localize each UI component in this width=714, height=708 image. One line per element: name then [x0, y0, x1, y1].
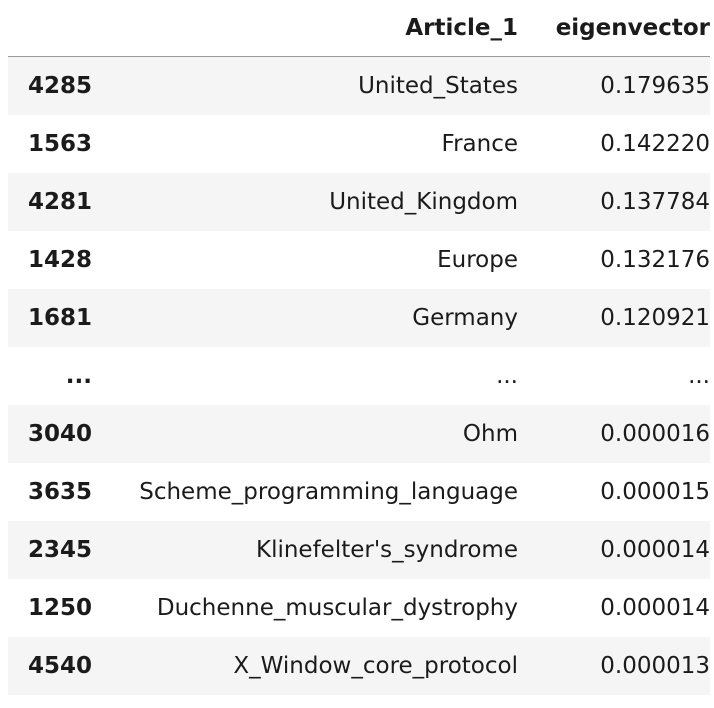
- eigenvector-cell: 0.000013: [600, 653, 710, 679]
- row-index: 1681: [27, 305, 92, 331]
- row-index: 4285: [27, 73, 92, 99]
- eigenvector-cell: 0.179635: [600, 73, 710, 99]
- header-row: Article_1 eigenvector: [8, 0, 710, 57]
- article-cell: Ohm: [462, 421, 518, 447]
- article-cell: Klinefelter's_syndrome: [255, 537, 518, 563]
- eigenvector-cell: 0.142220: [600, 131, 710, 157]
- article-cell: Europe: [437, 247, 518, 273]
- table-row: 4285 United_States 0.179635: [8, 56, 710, 115]
- table-row: 2345 Klinefelter's_syndrome 0.000014: [8, 521, 710, 579]
- row-index: 4540: [27, 653, 92, 679]
- eigenvector-cell: 0.137784: [600, 189, 710, 215]
- dataframe-output: Article_1 eigenvector 4285 United_States…: [8, 0, 710, 695]
- article-cell: France: [441, 131, 518, 157]
- eigenvector-cell: 0.132176: [600, 247, 710, 273]
- article-cell: United_States: [358, 73, 518, 99]
- eigenvector-cell: 0.000014: [600, 537, 710, 563]
- row-index: 1250: [27, 595, 92, 621]
- row-index: 1563: [27, 131, 92, 157]
- eigenvector-cell: ...: [688, 363, 710, 389]
- table-body: 4285 United_States 0.179635 1563 France …: [8, 56, 710, 695]
- table-row: 3040 Ohm 0.000016: [8, 405, 710, 463]
- article-cell: Duchenne_muscular_dystrophy: [156, 595, 518, 621]
- ellipsis-row: ... ... ...: [8, 347, 710, 405]
- row-index: ...: [65, 363, 92, 389]
- table-row: 1681 Germany 0.120921: [8, 289, 710, 347]
- table-row: 1428 Europe 0.132176: [8, 231, 710, 289]
- article-cell: Germany: [412, 305, 518, 331]
- article-cell: X_Window_core_protocol: [233, 653, 518, 679]
- article-column-header: Article_1: [405, 15, 518, 41]
- article-cell: Scheme_programming_language: [139, 479, 518, 505]
- article-cell: ...: [496, 363, 518, 389]
- table-row: 3635 Scheme_programming_language 0.00001…: [8, 463, 710, 521]
- eigenvector-cell: 0.000016: [600, 421, 710, 447]
- article-cell: United_Kingdom: [329, 189, 518, 215]
- dataframe-table: Article_1 eigenvector 4285 United_States…: [8, 0, 710, 695]
- index-column-header: [8, 0, 92, 57]
- table-row: 4540 X_Window_core_protocol 0.000013: [8, 637, 710, 695]
- row-index: 3635: [27, 479, 92, 505]
- table-row: 1563 France 0.142220: [8, 115, 710, 173]
- row-index: 4281: [27, 189, 92, 215]
- row-index: 2345: [27, 537, 92, 563]
- eigenvector-cell: 0.000014: [600, 595, 710, 621]
- row-index: 1428: [27, 247, 92, 273]
- table-header: Article_1 eigenvector: [8, 0, 710, 57]
- table-row: 1250 Duchenne_muscular_dystrophy 0.00001…: [8, 579, 710, 637]
- eigenvector-cell: 0.000015: [600, 479, 710, 505]
- row-index: 3040: [27, 421, 92, 447]
- table-row: 4281 United_Kingdom 0.137784: [8, 173, 710, 231]
- eigenvector-column-header: eigenvector: [555, 15, 710, 41]
- eigenvector-cell: 0.120921: [600, 305, 710, 331]
